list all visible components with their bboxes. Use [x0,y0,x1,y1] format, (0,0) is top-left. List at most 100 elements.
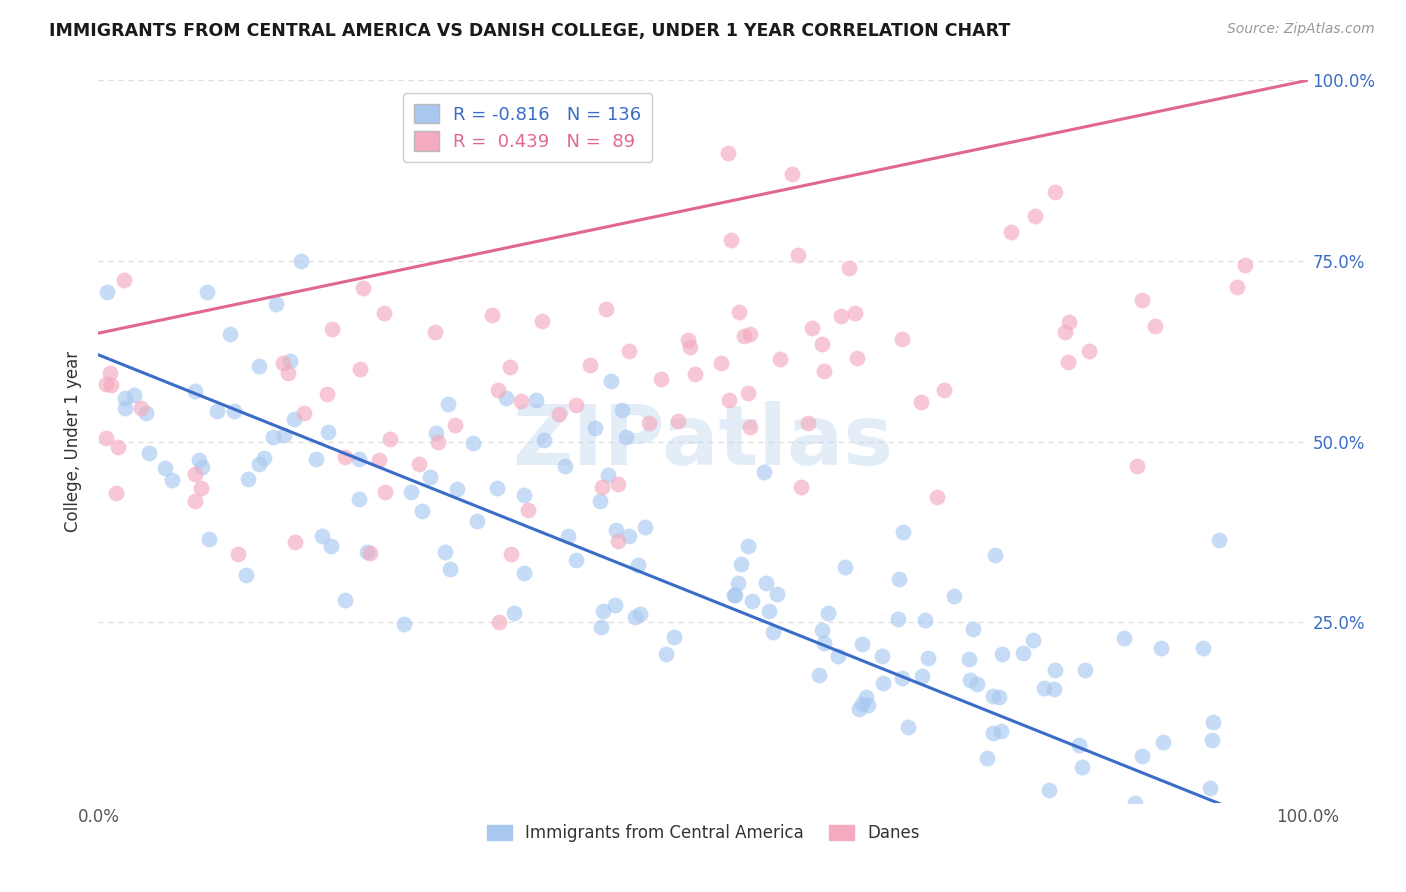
Point [976,751,998,765]
Point [614,430,637,444]
Point [990,723,1012,738]
Point [813,636,835,650]
Point [264,297,287,311]
Point [198,533,221,547]
Point [284,535,307,549]
Point [1056,354,1078,368]
Point [723,588,745,602]
Point [984,548,1007,562]
Point [851,637,873,651]
Point [1143,319,1166,334]
Point [1130,293,1153,308]
Point [603,598,626,612]
Point [273,356,295,370]
Point [1054,325,1077,339]
Point [444,418,467,433]
Legend: Immigrants from Central America, Danes: Immigrants from Central America, Danes [479,817,927,848]
Point [910,395,932,409]
Point [219,326,242,341]
Point [720,234,742,248]
Point [987,690,1010,704]
Point [856,698,879,713]
Point [335,450,357,464]
Point [889,572,911,586]
Point [135,406,157,420]
Point [762,625,785,640]
Point [911,669,934,683]
Point [439,562,461,576]
Point [290,254,312,268]
Point [981,689,1004,703]
Point [160,474,183,488]
Point [959,673,981,687]
Point [107,440,129,454]
Point [678,340,700,354]
Point [155,461,177,475]
Point [183,467,205,482]
Point [1198,781,1220,796]
Y-axis label: College, Under 1 year: College, Under 1 year [63,351,82,533]
Point [425,425,447,440]
Point [890,332,912,346]
Point [755,576,778,591]
Point [425,325,447,339]
Point [380,432,402,446]
Point [188,452,211,467]
Point [222,403,245,417]
Point [610,402,633,417]
Point [436,397,458,411]
Point [353,281,375,295]
Point [501,547,523,561]
Point [844,306,866,320]
Point [813,364,835,378]
Point [728,305,751,319]
Point [114,391,136,405]
Point [495,391,517,405]
Point [446,482,468,496]
Point [104,486,127,500]
Point [321,322,343,336]
Point [737,539,759,553]
Point [957,652,980,666]
Point [368,453,391,467]
Point [752,465,775,479]
Point [374,484,396,499]
Point [1067,738,1090,752]
Point [191,460,214,475]
Point [579,358,602,372]
Point [247,457,270,471]
Point [737,386,759,401]
Point [349,452,371,467]
Point [1077,344,1099,359]
Point [914,613,936,627]
Point [811,336,834,351]
Point [655,647,678,661]
Point [808,667,831,681]
Point [595,302,617,317]
Point [891,671,914,685]
Point [811,623,834,637]
Point [872,676,894,690]
Point [411,503,433,517]
Point [253,451,276,466]
Point [548,407,571,421]
Point [516,503,538,517]
Point [360,546,382,560]
Point [513,566,536,581]
Point [627,558,650,572]
Point [316,425,339,439]
Point [855,690,877,704]
Point [817,606,839,620]
Point [733,328,755,343]
Point [1011,646,1033,660]
Point [891,524,914,539]
Point [277,366,299,380]
Point [583,421,606,435]
Point [606,477,628,491]
Point [1202,714,1225,729]
Point [283,411,305,425]
Point [96,431,118,445]
Point [605,523,627,537]
Point [485,482,508,496]
Point [1130,749,1153,764]
